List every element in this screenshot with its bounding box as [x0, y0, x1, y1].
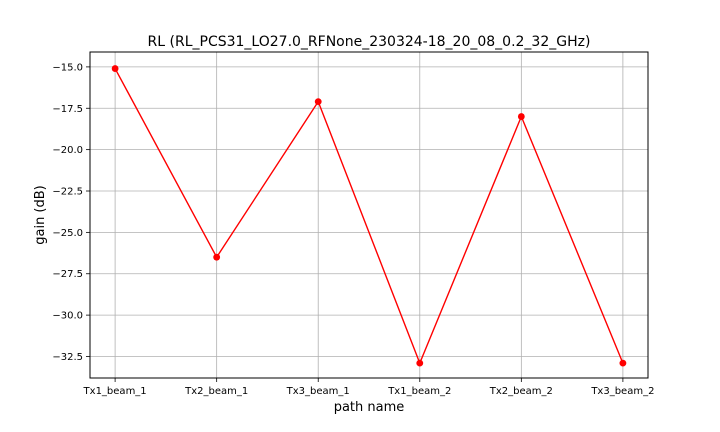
chart-title: RL (RL_PCS31_LO27.0_RFNone_230324-18_20_… — [148, 34, 591, 50]
series-line — [114, 68, 624, 365]
data-point — [213, 253, 221, 261]
x-tick-label: Tx3_beam_2 — [590, 386, 654, 397]
y-tick-label: −25.0 — [52, 228, 83, 239]
data-point — [111, 65, 119, 72]
y-tick-label: −32.5 — [52, 352, 83, 363]
y-tick-label: −17.5 — [52, 104, 83, 115]
series-layer — [111, 65, 627, 367]
x-axis-label: path name — [334, 400, 405, 415]
plot-frame — [89, 51, 649, 379]
y-tick-label: −27.5 — [52, 269, 83, 280]
data-point — [314, 98, 322, 106]
y-tick-label: −30.0 — [52, 311, 83, 322]
data-point — [416, 359, 424, 367]
x-tick-label: Tx3_beam_1 — [286, 386, 350, 397]
x-tick-label: Tx1_beam_1 — [83, 386, 147, 397]
data-point — [517, 113, 525, 120]
grid — [90, 52, 648, 378]
x-tick-label: Tx1_beam_2 — [387, 386, 451, 397]
x-tick-label: Tx2_beam_1 — [184, 386, 248, 397]
x-tick-label: Tx2_beam_2 — [489, 386, 553, 397]
data-point — [619, 359, 627, 367]
y-tick-label: −15.0 — [52, 62, 83, 73]
ticks: Tx1_beam_1 Tx2_beam_1 Tx3_beam_1 Tx1_beam_2… — [52, 62, 654, 397]
y-axis-label: gain (dB) — [33, 185, 48, 245]
y-tick-label: −20.0 — [52, 145, 83, 156]
y-tick-label: −22.5 — [52, 187, 83, 198]
